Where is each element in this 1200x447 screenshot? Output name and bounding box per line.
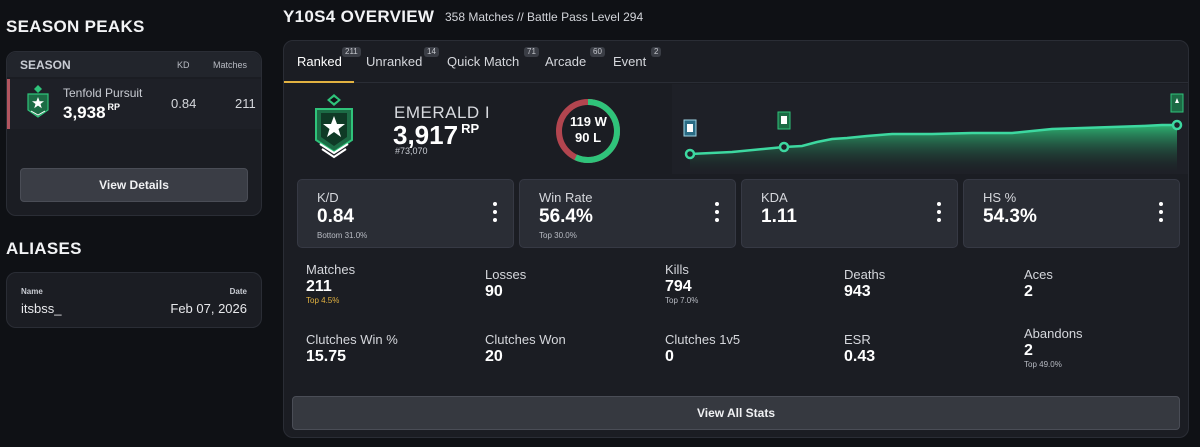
overview-title: Y10S4 OVERVIEW (283, 7, 435, 26)
alias-date: Feb 07, 2026 (170, 301, 247, 316)
rank-marker-icon (683, 119, 697, 137)
stat-percentile: Top 30.0% (539, 231, 577, 240)
season-peak-row[interactable]: Tenfold Pursuit 3,938 RP 0.84 211 (7, 79, 261, 129)
stat-abandons: Abandons 2 Top 49.0% (1024, 326, 1083, 369)
season-peaks-header: SEASON KD Matches (7, 52, 261, 77)
stat-card-kda: KDA 1.11 (741, 179, 958, 248)
stat-value: 56.4% (539, 206, 593, 227)
more-options-icon[interactable] (714, 202, 720, 226)
alias-name-header: Name (21, 287, 43, 296)
stat-value: 0.84 (317, 206, 354, 227)
tab-quick-match[interactable]: Quick Match 71 (447, 47, 539, 69)
stat-percentile: Top 7.0% (665, 296, 699, 305)
overview-card: Ranked 211 Unranked 14 Quick Match 71 Arcad… (283, 40, 1189, 438)
stat-value: 54.3% (983, 206, 1037, 227)
stat-label: K/D (317, 190, 339, 205)
stat-label: HS % (983, 190, 1017, 205)
tab-unranked[interactable]: Unranked 14 (366, 47, 439, 69)
wins-count: 119 W (570, 114, 607, 129)
aliases-card: Name Date itsbss_ Feb 07, 2026 (6, 272, 262, 328)
overview-subtitle: 358 Matches // Battle Pass Level 294 (445, 10, 644, 24)
stat-percentile: Top 4.5% (306, 296, 340, 305)
kd-column-header: KD (177, 60, 190, 70)
stat-matches: Matches 211 Top 4.5% (306, 262, 356, 305)
view-details-button[interactable]: View Details (20, 168, 248, 202)
emerald-rank-icon (315, 94, 353, 159)
alias-date-header: Date (229, 287, 247, 296)
alias-name: itsbss_ (21, 301, 62, 316)
stat-esr: ESR 0.43 (844, 332, 876, 365)
rank-marker-icon (777, 111, 791, 130)
peak-matches: 211 (235, 96, 256, 111)
stat-label: KDA (761, 190, 788, 205)
stat-card-hs: HS % 54.3% (963, 179, 1180, 248)
stat-kills: Kills 794 Top 7.0% (665, 262, 699, 305)
aliases-title: ALIASES (6, 239, 82, 258)
tab-count-badge: 71 (524, 47, 539, 57)
stat-clutches-win-pct: Clutches Win % 15.75 (306, 332, 398, 365)
stat-percentile: Bottom 31.0% (317, 231, 368, 240)
losses-count: 90 L (575, 130, 602, 145)
tab-arcade[interactable]: Arcade 60 (545, 47, 605, 69)
peak-rp: 3,938 RP (63, 102, 121, 122)
active-tab-indicator (284, 81, 354, 83)
tab-count-badge: 14 (424, 47, 439, 57)
rank-summary: EMERALD I 3,917 RP #73,070 119 W 90 L (284, 84, 1188, 174)
rank-position: #73,070 (395, 146, 428, 156)
season-peaks-title: SEASON PEAKS (6, 17, 145, 36)
peak-kd: 0.84 (171, 96, 197, 111)
stat-losses: Losses 90 (485, 267, 527, 300)
matches-column-header: Matches (213, 60, 248, 70)
stat-percentile: Top 49.0% (1024, 360, 1062, 369)
stat-value: 1.11 (761, 206, 797, 227)
tab-count-badge: 211 (342, 47, 361, 57)
tab-count-badge: 2 (651, 47, 662, 57)
stat-deaths: Deaths 943 (844, 267, 886, 300)
emerald-rank-icon (27, 85, 49, 118)
stat-card-win-rate: Win Rate 56.4% Top 30.0% (519, 179, 736, 248)
stat-label: Win Rate (539, 190, 593, 205)
stat-clutches-won: Clutches Won 20 (485, 332, 566, 365)
rank-progress-graph (672, 84, 1188, 174)
win-arc (556, 99, 620, 163)
stat-clutches-1v5: Clutches 1v5 0 (665, 332, 741, 365)
tab-ranked[interactable]: Ranked 211 (297, 47, 361, 69)
tab-event[interactable]: Event 2 (613, 47, 662, 69)
season-peaks-card: SEASON KD Matches Tenfold Pursuit 3,938 R… (6, 51, 262, 216)
stat-aces: Aces 2 (1024, 267, 1053, 300)
rank-marker-icon (1170, 93, 1184, 113)
win-loss-ring (556, 99, 620, 163)
more-options-icon[interactable] (1158, 202, 1164, 226)
more-options-icon[interactable] (492, 202, 498, 226)
rank-name: EMERALD I (394, 103, 491, 122)
playlist-tabs: Ranked 211 Unranked 14 Quick Match 71 Arcad… (284, 41, 1188, 83)
peak-season-name: Tenfold Pursuit (63, 86, 143, 100)
tab-count-badge: 60 (590, 47, 605, 57)
season-column-header: SEASON (20, 58, 71, 72)
stat-card-kd: K/D 0.84 Bottom 31.0% (297, 179, 514, 248)
more-options-icon[interactable] (936, 202, 942, 226)
rank-rp: 3,917 RP (393, 120, 480, 150)
view-all-stats-button[interactable]: View All Stats (292, 396, 1180, 430)
